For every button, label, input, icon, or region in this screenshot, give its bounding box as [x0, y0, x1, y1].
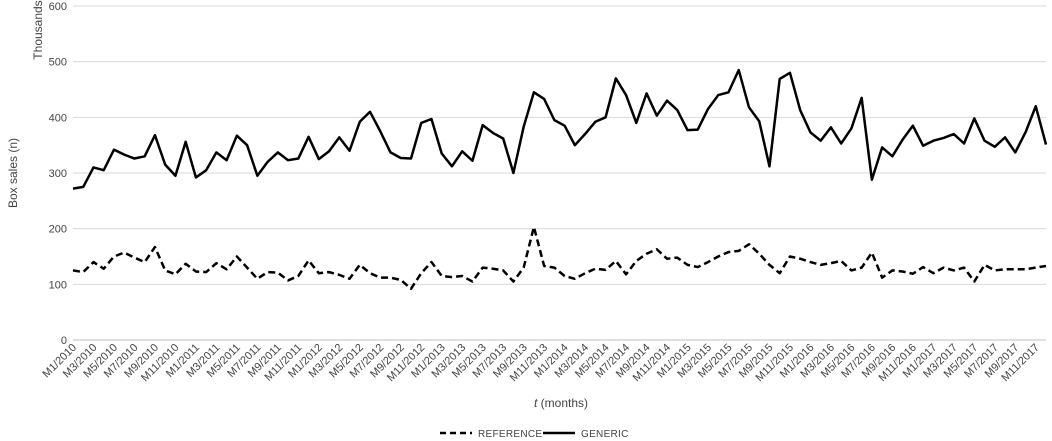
y-tick-label: 100	[49, 279, 67, 291]
y-tick-label: 300	[49, 168, 67, 180]
y-tick-label: 200	[49, 224, 67, 236]
x-axis-title-variable: t	[534, 396, 538, 410]
y-tick-label: 600	[49, 1, 67, 13]
y-axis-ticks: 0 100 200 300 400 500 600	[49, 1, 67, 347]
x-axis-title-units: (months)	[537, 396, 588, 410]
y-tick-label: 500	[49, 57, 67, 69]
series-line-reference	[72, 225, 1047, 291]
series-line-generic	[72, 68, 1048, 190]
x-axis-ticks: M1/2010M3/2010M5/2010M7/2010M9/2010M11/2…	[40, 342, 1042, 385]
y-tick-label: 400	[49, 112, 67, 124]
legend-label-reference: REFERENCE	[478, 429, 542, 440]
legend: REFERENCE GENERIC	[440, 429, 629, 440]
y-axis-units-label: Thousands	[31, 0, 45, 59]
y-tick-label: 0	[61, 335, 67, 347]
legend-label-generic: GENERIC	[581, 429, 629, 440]
y-axis-title: Box sales (n)	[6, 138, 20, 208]
series-group	[72, 68, 1048, 291]
x-axis-title: t (months)	[534, 396, 588, 410]
grid	[73, 5, 1046, 341]
